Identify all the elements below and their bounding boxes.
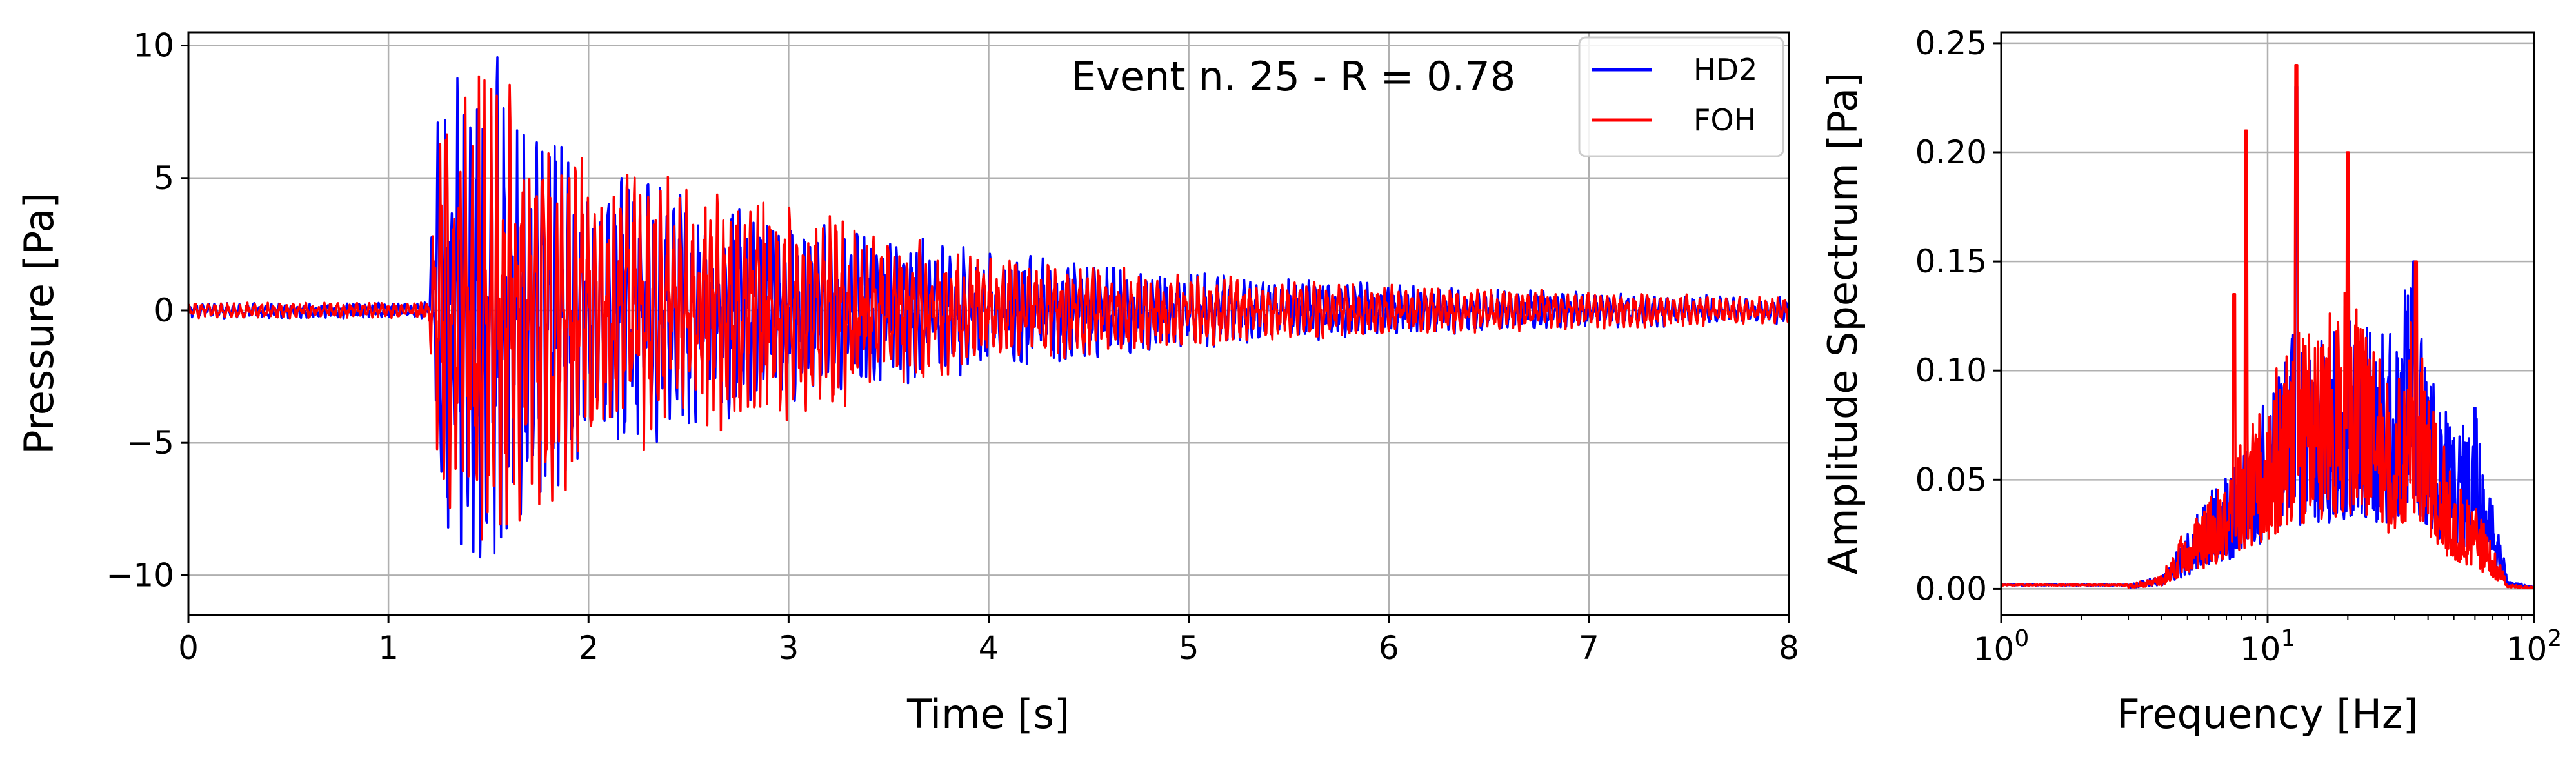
spectrum-ticks: 100 101 102 0.00 0.05 0.10 0.15 0.20 0.25 <box>1915 25 2562 668</box>
time-tick-label: 0 <box>178 629 199 667</box>
legend-foh-label: FOH <box>1693 103 1756 137</box>
amplitude-tick-label: 0.20 <box>1915 134 1987 171</box>
amplitude-y-axis-label: Amplitude Spectrum [Pa] <box>1819 72 1866 575</box>
time-tick-label: 7 <box>1579 629 1599 667</box>
pressure-tick-label: −10 <box>106 556 174 594</box>
pressure-tick-label: 0 <box>154 292 174 329</box>
spectrum-panel: 100 101 102 0.00 0.05 0.10 0.15 0.20 0.25 Freque… <box>1819 25 2562 738</box>
time-tick-label: 4 <box>979 629 999 667</box>
event-annotation: Event n. 25 - R = 0.78 <box>1071 53 1515 100</box>
time-tick-label: 5 <box>1179 629 1199 667</box>
time-tick-label: 8 <box>1779 629 1799 667</box>
time-tick-label: 6 <box>1379 629 1399 667</box>
pressure-tick-label: 5 <box>154 159 174 197</box>
amplitude-tick-label: 0.15 <box>1915 243 1987 280</box>
time-x-axis-label: Time [s] <box>906 691 1070 738</box>
frequency-x-axis-label: Frequency [Hz] <box>2117 691 2419 738</box>
amplitude-tick-label: 0.10 <box>1915 352 1987 389</box>
amplitude-tick-label: 0.05 <box>1915 461 1987 498</box>
frequency-tick-label: 102 <box>2506 625 2562 668</box>
amplitude-tick-label: 0.00 <box>1915 570 1987 607</box>
spectrum-lines <box>2000 63 2535 590</box>
time-ticks: 0 1 2 3 4 5 6 7 8 −10 −5 0 5 10 <box>106 27 1799 667</box>
time-tick-label: 3 <box>778 629 799 667</box>
amplitude-tick-label: 0.25 <box>1915 25 1987 62</box>
legend-hd2-label: HD2 <box>1693 52 1757 87</box>
series-line-foh <box>187 75 1790 541</box>
pressure-y-axis-label: Pressure [Pa] <box>15 192 63 454</box>
time-series-lines <box>187 56 1790 559</box>
frequency-tick-label: 100 <box>1973 625 2030 668</box>
legend-box <box>1578 36 1784 157</box>
pressure-tick-label: 10 <box>133 27 174 65</box>
spectrum-line-foh <box>2000 63 2535 590</box>
frequency-tick-label: 101 <box>2240 625 2296 668</box>
time-tick-label: 1 <box>378 629 399 667</box>
time-series-panel: 0 1 2 3 4 5 6 7 8 −10 −5 0 5 10 Time [s] Pressure [Pa… <box>15 27 1799 738</box>
pressure-tick-label: −5 <box>126 424 174 462</box>
legend: HD2 FOH <box>1578 36 1784 157</box>
time-tick-label: 2 <box>578 629 599 667</box>
